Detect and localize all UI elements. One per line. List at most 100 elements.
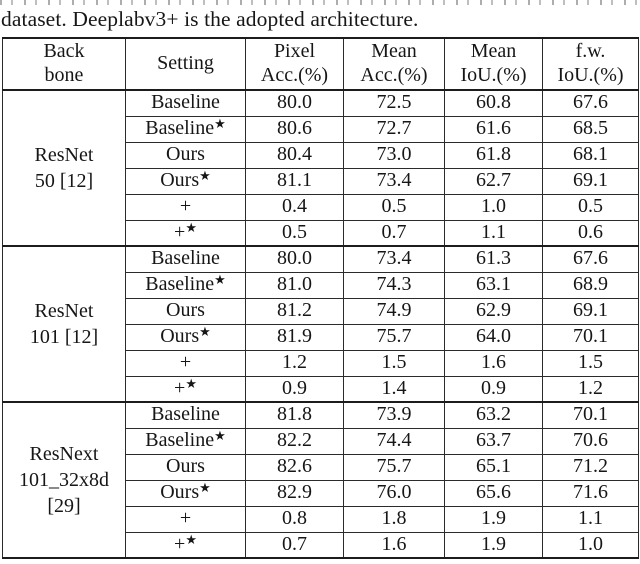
backbone-cell: ResNet 101 [12] — [2, 245, 126, 402]
value-cell: 67.6 — [542, 245, 639, 272]
value-cell: 82.2 — [245, 427, 344, 454]
table-row: Ours★ 82.9 76.0 65.6 71.6 — [3, 479, 639, 506]
col-header-setting: Setting — [125, 38, 246, 91]
backbone-line: 101 [12] — [29, 326, 99, 348]
value-cell: 63.7 — [444, 427, 543, 454]
value-cell: 68.5 — [542, 115, 639, 142]
value-cell: 74.4 — [343, 427, 445, 454]
table-row: Ours★ 81.9 75.7 64.0 70.1 — [3, 323, 639, 350]
table-row: ResNet 50 [12] Baseline 80.0 72.5 60.8 6… — [2, 90, 639, 246]
col-header-fw-iou: f.w. IoU.(%) — [542, 38, 639, 91]
value-cell: 1.2 — [542, 375, 639, 402]
value-cell: 80.4 — [245, 141, 344, 168]
star-icon: ★ — [199, 480, 211, 496]
value-cell: 62.7 — [444, 167, 543, 194]
value-cell: 69.1 — [542, 167, 639, 194]
table-row: Ours 81.2 74.9 62.9 69.1 — [3, 297, 639, 324]
value-cell: 0.5 — [343, 193, 445, 220]
value-cell: 70.1 — [542, 401, 639, 428]
setting-cell: Baseline★ — [125, 115, 246, 142]
setting-cell: +★ — [125, 219, 246, 246]
setting-cell: +★ — [125, 375, 246, 402]
value-cell: 1.4 — [343, 375, 445, 402]
value-cell: 61.3 — [444, 245, 543, 272]
value-cell: 81.2 — [245, 297, 344, 324]
col-header-mean-iou: Mean IoU.(%) — [444, 38, 543, 91]
value-cell: 1.5 — [542, 349, 639, 376]
value-cell: 1.5 — [343, 349, 445, 376]
value-cell: 1.8 — [343, 505, 445, 532]
setting-cell: Ours★ — [125, 479, 246, 506]
value-cell: 1.1 — [444, 219, 543, 246]
value-cell: 72.5 — [343, 90, 445, 116]
value-cell: 0.5 — [542, 193, 639, 220]
value-cell: 65.1 — [444, 453, 543, 480]
setting-cell: + — [125, 505, 246, 532]
backbone-line: ResNext — [29, 443, 99, 465]
setting-cell: + — [125, 349, 246, 376]
value-cell: 1.6 — [343, 531, 445, 558]
value-cell: 62.9 — [444, 297, 543, 324]
table-row: +★ 0.5 0.7 1.1 0.6 — [3, 219, 639, 246]
table-row: + 0.4 0.5 1.0 0.5 — [3, 193, 639, 220]
header-row: Back bone Setting Pixel Acc.(%) Mean Acc… — [2, 38, 639, 91]
value-cell: 61.8 — [444, 141, 543, 168]
star-icon: ★ — [185, 219, 197, 235]
value-cell: 81.9 — [245, 323, 344, 350]
value-cell: 0.6 — [542, 219, 639, 246]
table-row: Ours 82.6 75.7 65.1 71.2 — [3, 453, 639, 480]
value-cell: 61.6 — [444, 115, 543, 142]
value-cell: 70.6 — [542, 427, 639, 454]
clipped-text-line — [0, 0, 640, 5]
setting-cell: Ours — [125, 141, 246, 168]
backbone-cell: ResNext 101_32x8d [29] — [2, 401, 126, 558]
value-cell: 74.9 — [343, 297, 445, 324]
backbone-cell: ResNet 50 [12] — [2, 90, 126, 246]
value-cell: 76.0 — [343, 479, 445, 506]
star-icon: ★ — [199, 324, 211, 340]
table-row: ResNet 101 [12] Baseline 80.0 73.4 61.3 … — [2, 245, 639, 402]
value-cell: 70.1 — [542, 323, 639, 350]
table-row: Baseline★ 82.2 74.4 63.7 70.6 — [3, 427, 639, 454]
table-row: Ours★ 81.1 73.4 62.7 69.1 — [3, 167, 639, 194]
value-cell: 60.8 — [444, 90, 543, 116]
table-row: Baseline★ 80.6 72.7 61.6 68.5 — [3, 115, 639, 142]
table-row: +★ 0.9 1.4 0.9 1.2 — [3, 375, 639, 402]
setting-cell: Baseline — [125, 245, 246, 272]
backbone-line: [29] — [47, 495, 81, 517]
value-cell: 80.0 — [245, 245, 344, 272]
table-row: + 1.2 1.5 1.6 1.5 — [3, 349, 639, 376]
value-cell: 82.6 — [245, 453, 344, 480]
value-cell: 0.9 — [245, 375, 344, 402]
setting-cell: Ours★ — [125, 167, 246, 194]
value-cell: 73.9 — [343, 401, 445, 428]
value-cell: 80.0 — [245, 90, 344, 116]
backbone-line: 50 [12] — [34, 170, 94, 192]
star-icon: ★ — [214, 272, 226, 288]
value-cell: 67.6 — [542, 90, 639, 116]
value-cell: 71.6 — [542, 479, 639, 506]
value-cell: 1.9 — [444, 505, 543, 532]
setting-cell: Baseline★ — [125, 427, 246, 454]
star-icon: ★ — [214, 116, 226, 132]
backbone-line: ResNet — [34, 144, 94, 166]
table-row: ResNext 101_32x8d [29] Baseline 81.8 73.… — [2, 401, 639, 558]
value-cell: 1.9 — [444, 531, 543, 558]
backbone-line: ResNet — [34, 300, 94, 322]
value-cell: 65.6 — [444, 479, 543, 506]
value-cell: 72.7 — [343, 115, 445, 142]
value-cell: 63.2 — [444, 401, 543, 428]
value-cell: 0.4 — [245, 193, 344, 220]
value-cell: 63.1 — [444, 271, 543, 298]
setting-cell: +★ — [125, 531, 246, 558]
table-row: Baseline★ 81.0 74.3 63.1 68.9 — [3, 271, 639, 298]
value-cell: 73.0 — [343, 141, 445, 168]
setting-cell: Ours — [125, 297, 246, 324]
table-row: +★ 0.7 1.6 1.9 1.0 — [3, 531, 639, 558]
col-header-mean-acc: Mean Acc.(%) — [343, 38, 445, 91]
value-cell: 69.1 — [542, 297, 639, 324]
star-icon: ★ — [185, 531, 197, 547]
value-cell: 1.0 — [444, 193, 543, 220]
value-cell: 81.0 — [245, 271, 344, 298]
